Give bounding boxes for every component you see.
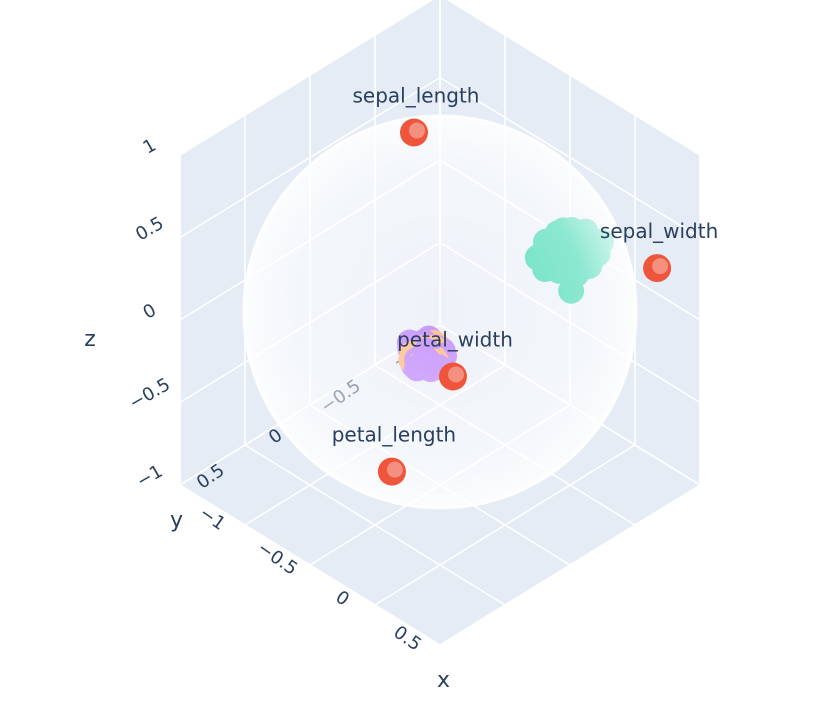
feature-label: sepal_width [600, 219, 718, 243]
grid-line [439, 484, 701, 646]
axis-titles: x y z [84, 327, 450, 693]
z-tick-label: −0.5 [126, 374, 174, 414]
z-axis-title: z [84, 327, 96, 352]
feature-label: petal_length [332, 423, 456, 447]
feature-point-highlight [386, 461, 403, 478]
feature-label: sepal_length [353, 84, 480, 108]
grid-line [439, 76, 701, 239]
feature-point [439, 362, 467, 391]
x-axis-title: x [437, 668, 450, 693]
grid-line [179, 0, 434, 156]
unit-sphere [242, 114, 638, 510]
grid-line [374, 444, 636, 606]
z-tick-label: 1 [140, 135, 160, 159]
grid-line [179, 76, 441, 239]
feature-point [400, 118, 428, 147]
x-tick-label: 0 [332, 587, 353, 611]
feature-points: sepal_length sepal_width petal_width petal_… [332, 84, 718, 486]
y-axis-title: y [170, 508, 183, 533]
feature-point [643, 254, 672, 283]
grid-line [179, 484, 441, 646]
feature-point-highlight [652, 258, 669, 275]
feature-point-highlight [409, 122, 425, 139]
grid-line [244, 444, 506, 606]
z-tick-label: −1 [133, 461, 166, 492]
feature-label: petal_width [397, 328, 513, 352]
sphere-surface [242, 114, 638, 510]
grid-line [446, 0, 701, 156]
z-tick-label: 0 [140, 300, 160, 324]
z-tick-label: 0.5 [132, 213, 167, 246]
feature-point [377, 457, 406, 486]
feature-point-highlight [448, 366, 464, 383]
